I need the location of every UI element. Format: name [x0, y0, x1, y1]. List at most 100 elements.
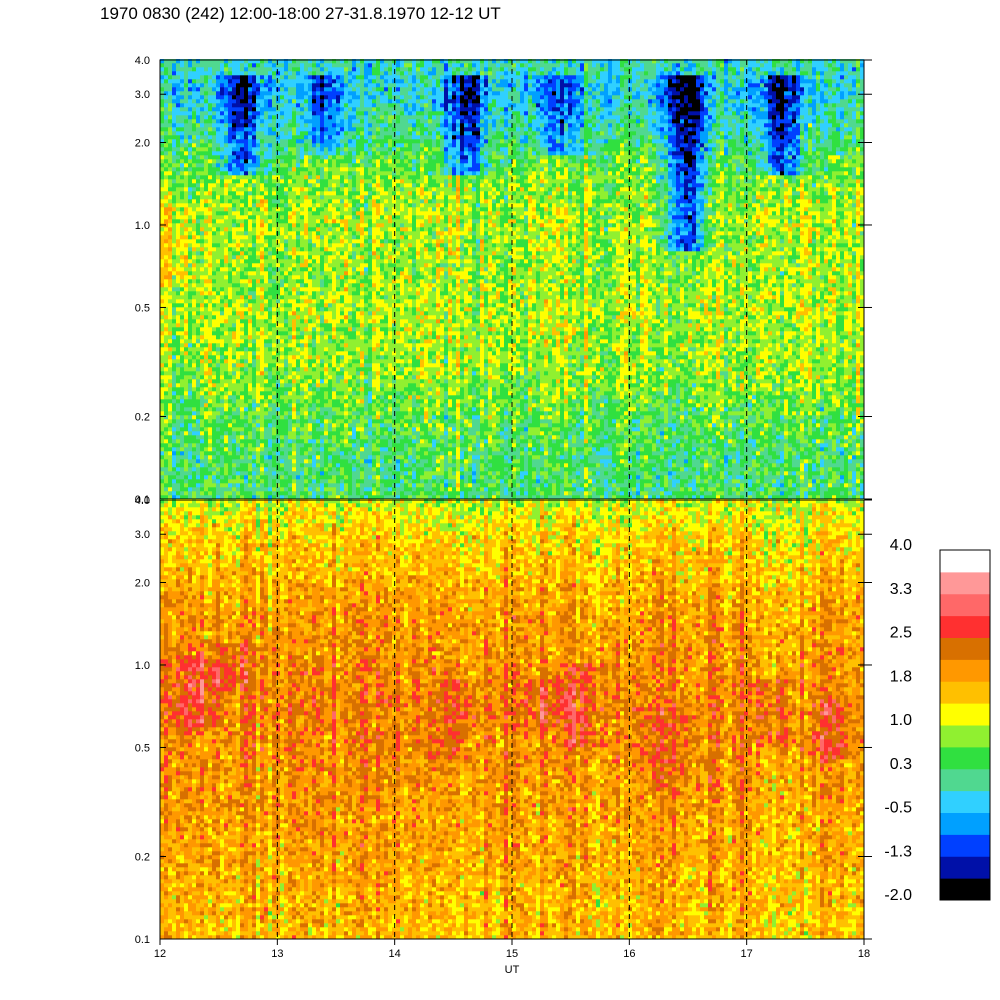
heatmap-cell	[316, 343, 321, 348]
heatmap-cell	[224, 395, 229, 400]
heatmap-cell	[268, 103, 273, 108]
heatmap-cell	[208, 439, 213, 444]
heatmap-cell	[264, 79, 269, 84]
heatmap-cell	[288, 107, 293, 112]
heatmap-cell	[232, 419, 237, 424]
heatmap-cell	[336, 335, 341, 340]
heatmap-cell	[296, 475, 301, 480]
heatmap-cell	[180, 391, 185, 396]
heatmap-cell	[252, 247, 257, 252]
heatmap-cell	[324, 491, 329, 496]
heatmap-cell	[256, 339, 261, 344]
heatmap-cell	[200, 347, 205, 352]
heatmap-cell	[200, 423, 205, 428]
heatmap-cell	[236, 391, 241, 396]
heatmap-cell	[316, 299, 321, 304]
heatmap-cell	[208, 131, 213, 136]
heatmap-cell	[208, 111, 213, 116]
heatmap-cell	[196, 207, 201, 212]
heatmap-cell	[172, 135, 177, 140]
heatmap-cell	[168, 107, 173, 112]
heatmap-cell	[308, 167, 313, 172]
heatmap-cell	[328, 323, 333, 328]
heatmap-cell	[240, 327, 245, 332]
heatmap-cell	[236, 167, 241, 172]
heatmap-cell	[160, 383, 165, 388]
heatmap-cell	[164, 395, 169, 400]
heatmap-cell	[328, 295, 333, 300]
heatmap-cell	[224, 279, 229, 284]
heatmap-cell	[228, 447, 233, 452]
heatmap-cell	[308, 291, 313, 296]
heatmap-cell	[244, 103, 249, 108]
heatmap-cell	[248, 359, 253, 364]
heatmap-cell	[188, 419, 193, 424]
heatmap-cell	[248, 251, 253, 256]
heatmap-cell	[268, 463, 273, 468]
heatmap-cell	[236, 299, 241, 304]
heatmap-cell	[280, 395, 285, 400]
heatmap-cell	[304, 495, 309, 500]
heatmap-cell	[204, 115, 209, 120]
heatmap-cell	[292, 219, 297, 224]
heatmap-cell	[164, 287, 169, 292]
heatmap-cell	[244, 231, 249, 236]
heatmap-cell	[276, 163, 281, 168]
heatmap-cell	[208, 139, 213, 144]
heatmap-cell	[292, 215, 297, 220]
heatmap-cell	[300, 307, 305, 312]
heatmap-cell	[208, 471, 213, 476]
heatmap-cell	[248, 255, 253, 260]
heatmap-cell	[292, 91, 297, 96]
heatmap-cell	[176, 147, 181, 152]
heatmap-cell	[176, 131, 181, 136]
heatmap-cell	[304, 127, 309, 132]
heatmap-cell	[216, 71, 221, 76]
heatmap-cell	[220, 103, 225, 108]
heatmap-cell	[324, 399, 329, 404]
heatmap-cell	[244, 315, 249, 320]
heatmap-cell	[240, 211, 245, 216]
heatmap-cell	[316, 447, 321, 452]
heatmap-cell	[160, 207, 165, 212]
heatmap-cell	[184, 295, 189, 300]
heatmap-cell	[236, 243, 241, 248]
heatmap-cell	[300, 223, 305, 228]
heatmap-cell	[252, 379, 257, 384]
heatmap-cell	[180, 191, 185, 196]
heatmap-cell	[304, 151, 309, 156]
heatmap-cell	[280, 371, 285, 376]
heatmap-cell	[220, 363, 225, 368]
heatmap-cell	[168, 195, 173, 200]
heatmap-cell	[192, 351, 197, 356]
heatmap-cell	[328, 427, 333, 432]
heatmap-cell	[288, 123, 293, 128]
heatmap-cell	[320, 375, 325, 380]
heatmap-cell	[328, 387, 333, 392]
heatmap-cell	[216, 335, 221, 340]
heatmap-cell	[248, 403, 253, 408]
heatmap-cell	[184, 439, 189, 444]
heatmap-cell	[228, 195, 233, 200]
heatmap-cell	[304, 223, 309, 228]
heatmap-cell	[304, 479, 309, 484]
heatmap-cell	[176, 355, 181, 360]
heatmap-cell	[340, 443, 345, 448]
heatmap-cell	[252, 115, 257, 120]
heatmap-cell	[332, 327, 337, 332]
heatmap-cell	[296, 215, 301, 220]
heatmap-cell	[324, 439, 329, 444]
heatmap-cell	[228, 119, 233, 124]
heatmap-cell	[180, 71, 185, 76]
heatmap-cell	[324, 203, 329, 208]
heatmap-cell	[260, 179, 265, 184]
heatmap-cell	[332, 339, 337, 344]
heatmap-cell	[288, 135, 293, 140]
heatmap-cell	[204, 335, 209, 340]
heatmap-cell	[300, 451, 305, 456]
heatmap-cell	[324, 359, 329, 364]
heatmap-cell	[224, 163, 229, 168]
heatmap-cell	[256, 351, 261, 356]
heatmap-cell	[196, 371, 201, 376]
heatmap-cell	[248, 319, 253, 324]
